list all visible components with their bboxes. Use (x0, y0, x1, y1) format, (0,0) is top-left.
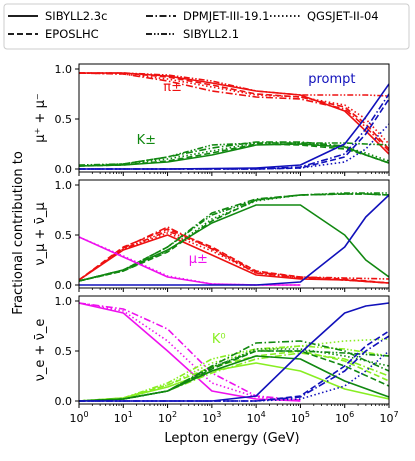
series-line (79, 142, 389, 167)
x-tick-label: 101 (114, 410, 133, 425)
series-line (79, 350, 389, 402)
panel-frame (78, 63, 390, 173)
panel-ylabel: ν_e + ν̄_e (33, 319, 48, 382)
series-line (79, 228, 389, 284)
legend-label: QGSJET-II-04 (307, 9, 379, 23)
y-axis-title: Fractional contribution to (11, 151, 26, 315)
x-tick-label: 106 (335, 410, 354, 425)
series-line (79, 141, 389, 167)
panel-frame (78, 295, 390, 405)
series-line (79, 340, 389, 402)
series-line (79, 93, 389, 170)
series-line (79, 302, 301, 402)
series-line (79, 72, 389, 150)
series-line (79, 192, 389, 282)
series-line (79, 123, 389, 170)
series-line (79, 335, 389, 402)
series-line (79, 226, 389, 284)
series-line (79, 83, 389, 170)
y-tick-label: 0.0 (55, 163, 73, 176)
series-line (79, 338, 389, 402)
panel-series (79, 192, 389, 286)
series-line (79, 348, 389, 402)
series-line (79, 72, 389, 145)
legend: SIBYLL2.3c EPOSLHC DPMJET-III-19.1 SIBYLL2.… (3, 3, 410, 50)
series-line (79, 350, 389, 402)
y-tick-label: 1.0 (55, 295, 73, 308)
x-tick-label: 105 (291, 410, 310, 425)
series-line (79, 194, 389, 286)
legend-label: EPOSLHC (45, 27, 99, 41)
x-tick-label: 103 (202, 410, 221, 425)
panel-frame (78, 179, 390, 289)
legend-frame (3, 3, 410, 50)
x-tick-label: 100 (69, 410, 88, 425)
y-tick-label: 1.0 (55, 63, 73, 76)
legend-label: DPMJET-III-19.1 (183, 9, 269, 23)
legend-label: SIBYLL2.3c (45, 9, 107, 23)
legend-label: SIBYLL2.1 (183, 27, 239, 41)
panel-1: 0.0 0.5 1.0 μ⁺ + μ⁻ π± K± prompt (33, 63, 390, 176)
series-line (79, 330, 389, 402)
series-annotation: K⁰ (212, 332, 226, 347)
y-tick-label: 0.5 (55, 345, 73, 358)
series-line (79, 350, 389, 402)
x-tick-label: 104 (247, 410, 266, 425)
series-annotation: π± (163, 80, 182, 95)
series-line (79, 193, 389, 282)
x-tick-label: 102 (158, 410, 177, 425)
series-line (79, 193, 389, 282)
panels: 0.0 0.5 1.0 μ⁺ + μ⁻ π± K± prompt 0.0 0.5 1.0 ν_μ +… (33, 63, 399, 425)
series-line (79, 143, 389, 167)
panel-series (79, 72, 389, 170)
series-line (79, 302, 301, 402)
series-annotation: prompt (308, 72, 355, 87)
series-annotation: μ± (189, 252, 208, 267)
panel-ylabel: ν_μ + ν̄_μ (33, 202, 48, 265)
panel-series (79, 302, 389, 402)
x-axis-title: Lepton energy (GeV) (164, 431, 299, 446)
y-tick-label: 1.0 (55, 179, 73, 192)
panel-ylabel: μ⁺ + μ⁻ (33, 93, 48, 142)
series-annotation: K± (137, 133, 156, 148)
x-tick-label: 107 (379, 410, 398, 425)
series-line (79, 230, 389, 281)
series-line (79, 355, 389, 402)
series-line (79, 72, 389, 97)
panel-3: 0.0 0.5 1.0 ν_e + ν̄_e K⁰ (33, 295, 390, 408)
y-tick-label: 0.5 (55, 113, 73, 126)
y-tick-label: 0.0 (55, 395, 73, 408)
series-line (79, 72, 389, 152)
y-tick-label: 0.5 (55, 229, 73, 242)
series-line (79, 142, 389, 166)
series-line (79, 302, 301, 401)
panel-2: 0.0 0.5 1.0 ν_μ + ν̄_μ μ± (33, 179, 390, 292)
y-tick-label: 0.0 (55, 279, 73, 292)
